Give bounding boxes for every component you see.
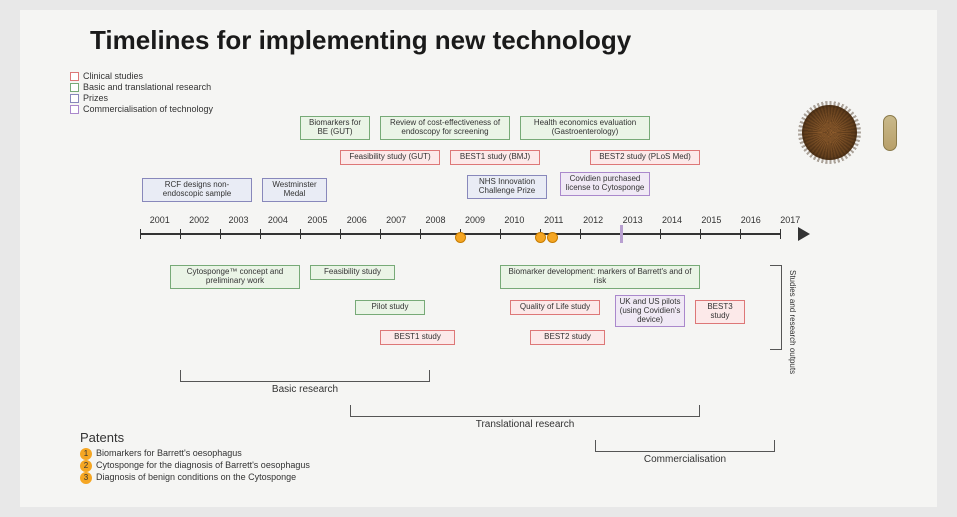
phase-label: Translational research [350,419,700,430]
legend: Clinical studiesBasic and translational … [70,70,213,115]
timeline-axis [140,227,810,241]
legend-label: Commercialisation of technology [83,104,213,114]
axis-tick [580,229,581,239]
timeline: 2001200220032004200520062007200820092010… [140,215,810,241]
year-label: 2010 [495,215,534,225]
year-label: 2012 [573,215,612,225]
patent-marker [455,232,466,243]
patent-marker [547,232,558,243]
timeline-box: Covidien purchased license to Cytosponge [560,172,650,196]
legend-item: Commercialisation of technology [70,104,213,114]
year-label: 2017 [771,215,810,225]
timeline-box: BEST2 study [530,330,605,345]
year-labels: 2001200220032004200520062007200820092010… [140,215,810,225]
timeline-box: Westminster Medal [262,178,327,202]
year-label: 2003 [219,215,258,225]
patent-item: 2 Cytosponge for the diagnosis of Barrett… [80,460,310,472]
timeline-box: Cytosponge™ concept and preliminary work [170,265,300,289]
axis-tick [220,229,221,239]
axis-tick [300,229,301,239]
timeline-box: BEST1 study (BMJ) [450,150,540,165]
legend-label: Clinical studies [83,71,143,81]
year-label: 2007 [376,215,415,225]
patent-item: 3 Diagnosis of benign conditions on the C… [80,472,310,484]
phase-bracket [180,370,430,382]
patents-section: Patents 1 Biomarkers for Barrett's oesoph… [80,430,310,484]
axis-tick [180,229,181,239]
legend-swatch [70,105,79,114]
capsule-image [883,115,897,151]
phase-bracket [595,440,775,452]
phase-label: Commercialisation [595,454,775,465]
axis-tick [740,229,741,239]
timeline-box: Health economics evaluation (Gastroenter… [520,116,650,140]
legend-swatch [70,94,79,103]
timeline-box: BEST3 study [695,300,745,324]
slide-title: Timelines for implementing new technolog… [90,25,907,56]
legend-item: Basic and translational research [70,82,213,92]
legend-item: Prizes [70,93,213,103]
legend-swatch [70,83,79,92]
axis-tick [420,229,421,239]
patent-text: Biomarkers for Barrett's oesophagus [96,448,242,458]
patent-text: Diagnosis of benign conditions on the Cy… [96,472,296,482]
patents-heading: Patents [80,430,310,445]
phase-label: Basic research [180,384,430,395]
patent-number: 2 [80,460,92,472]
side-bracket [770,265,782,350]
timeline-box: NHS Innovation Challenge Prize [467,175,547,199]
axis-tick [780,229,781,239]
legend-label: Prizes [83,93,108,103]
slide: Timelines for implementing new technolog… [20,10,937,507]
timeline-box: Pilot study [355,300,425,315]
cytosponge-image [802,105,857,160]
year-label: 2001 [140,215,179,225]
year-label: 2004 [258,215,297,225]
patent-marker [535,232,546,243]
patent-text: Cytosponge for the diagnosis of Barrett'… [96,460,310,470]
patent-number: 1 [80,448,92,460]
year-label: 2016 [731,215,770,225]
timeline-box: RCF designs non-endoscopic sample [142,178,252,202]
year-label: 2015 [692,215,731,225]
axis-tick [260,229,261,239]
axis-tick [500,229,501,239]
year-label: 2014 [652,215,691,225]
axis-tick [140,229,141,239]
timeline-box: BEST1 study [380,330,455,345]
patent-number: 3 [80,472,92,484]
legend-label: Basic and translational research [83,82,211,92]
year-label: 2008 [416,215,455,225]
patent-item: 1 Biomarkers for Barrett's oesophagus [80,448,310,460]
axis-tick [660,229,661,239]
timeline-box: BEST2 study (PLoS Med) [590,150,700,165]
timeline-box: Feasibility study [310,265,395,280]
timeline-box: Feasibility study (GUT) [340,150,440,165]
timeline-box: Quality of Life study [510,300,600,315]
legend-swatch [70,72,79,81]
year-label: 2005 [298,215,337,225]
timeline-box: Review of cost-effectiveness of endoscop… [380,116,510,140]
side-label: Studies and research outputs [785,270,797,374]
axis-tick [700,229,701,239]
year-label: 2009 [455,215,494,225]
timeline-box: UK and US pilots (using Covidien's devic… [615,295,685,327]
year-label: 2006 [337,215,376,225]
axis-tick [380,229,381,239]
phase-bracket [350,405,700,417]
commercialisation-marker [620,225,623,243]
year-label: 2002 [179,215,218,225]
year-label: 2011 [534,215,573,225]
year-label: 2013 [613,215,652,225]
timeline-box: Biomarkers for BE (GUT) [300,116,370,140]
axis-tick [340,229,341,239]
timeline-box: Biomarker development: markers of Barret… [500,265,700,289]
legend-item: Clinical studies [70,71,213,81]
axis-arrow [798,227,810,241]
